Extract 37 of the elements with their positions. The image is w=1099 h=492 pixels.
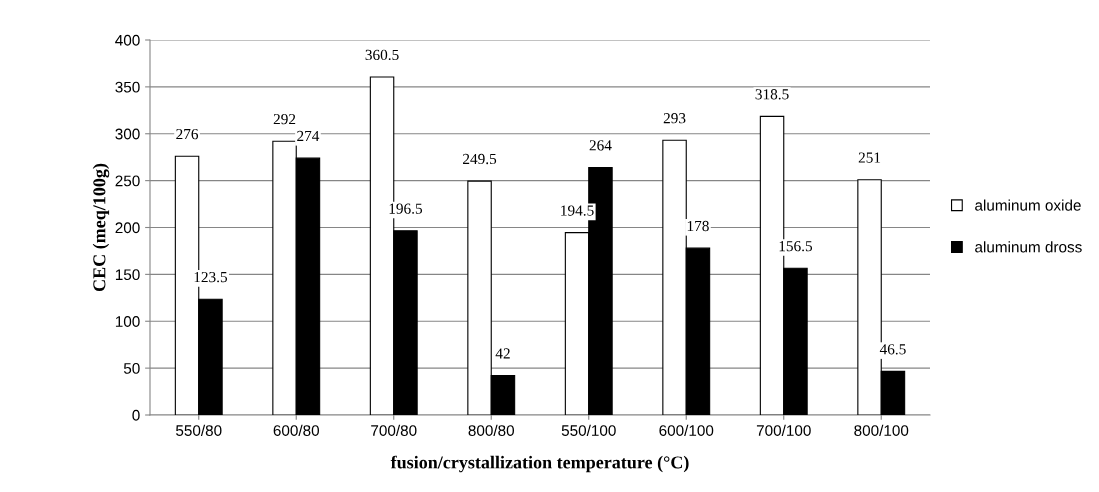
y-tick-label: 0 bbox=[132, 409, 140, 421]
x-tick-label: 800/100 bbox=[854, 424, 909, 436]
data-label: 251 bbox=[858, 152, 881, 163]
x-axis-title: fusion/crystallization temperature (°C) bbox=[390, 455, 689, 473]
data-label: 46.5 bbox=[879, 344, 906, 355]
y-tick-label: 300 bbox=[115, 128, 140, 140]
x-tick-label: 700/80 bbox=[371, 424, 417, 436]
data-label: 156.5 bbox=[779, 241, 813, 252]
y-tick-label: 350 bbox=[115, 81, 140, 93]
x-tick-label: 700/100 bbox=[756, 424, 811, 436]
y-tick-label: 200 bbox=[115, 222, 140, 234]
data-label: 318.5 bbox=[755, 89, 789, 100]
data-label: 194.5 bbox=[561, 205, 594, 216]
data-label: 178 bbox=[687, 220, 709, 232]
data-label: 249.5 bbox=[463, 153, 497, 165]
y-tick-label: 100 bbox=[115, 316, 140, 327]
y-tick-label: 150 bbox=[115, 269, 140, 281]
data-label: 360.5 bbox=[365, 49, 399, 61]
data-label: 292 bbox=[273, 113, 296, 125]
data-label: 276 bbox=[176, 128, 199, 140]
data-label: 123.5 bbox=[194, 271, 228, 283]
data-label: 196.5 bbox=[389, 203, 423, 214]
y-tick-label: 400 bbox=[115, 34, 140, 46]
data-label: 42 bbox=[495, 348, 510, 359]
x-tick-label: 800/80 bbox=[468, 424, 515, 436]
data-label: 274 bbox=[297, 130, 320, 141]
x-tick-label: 600/100 bbox=[659, 424, 714, 436]
data-label: 264 bbox=[589, 140, 612, 151]
y-axis-title: CEC (meq/100g) bbox=[92, 163, 110, 292]
data-label: 293 bbox=[663, 113, 686, 124]
x-tick-label: 600/80 bbox=[273, 424, 320, 436]
x-tick-label: 550/80 bbox=[176, 424, 222, 436]
y-tick-label: 50 bbox=[123, 362, 140, 374]
x-tick-label: 550/100 bbox=[561, 424, 616, 436]
legend-label: aluminum dross bbox=[975, 241, 1082, 253]
legend-label: aluminum oxide bbox=[975, 199, 1081, 211]
y-tick-label: 250 bbox=[115, 175, 140, 187]
